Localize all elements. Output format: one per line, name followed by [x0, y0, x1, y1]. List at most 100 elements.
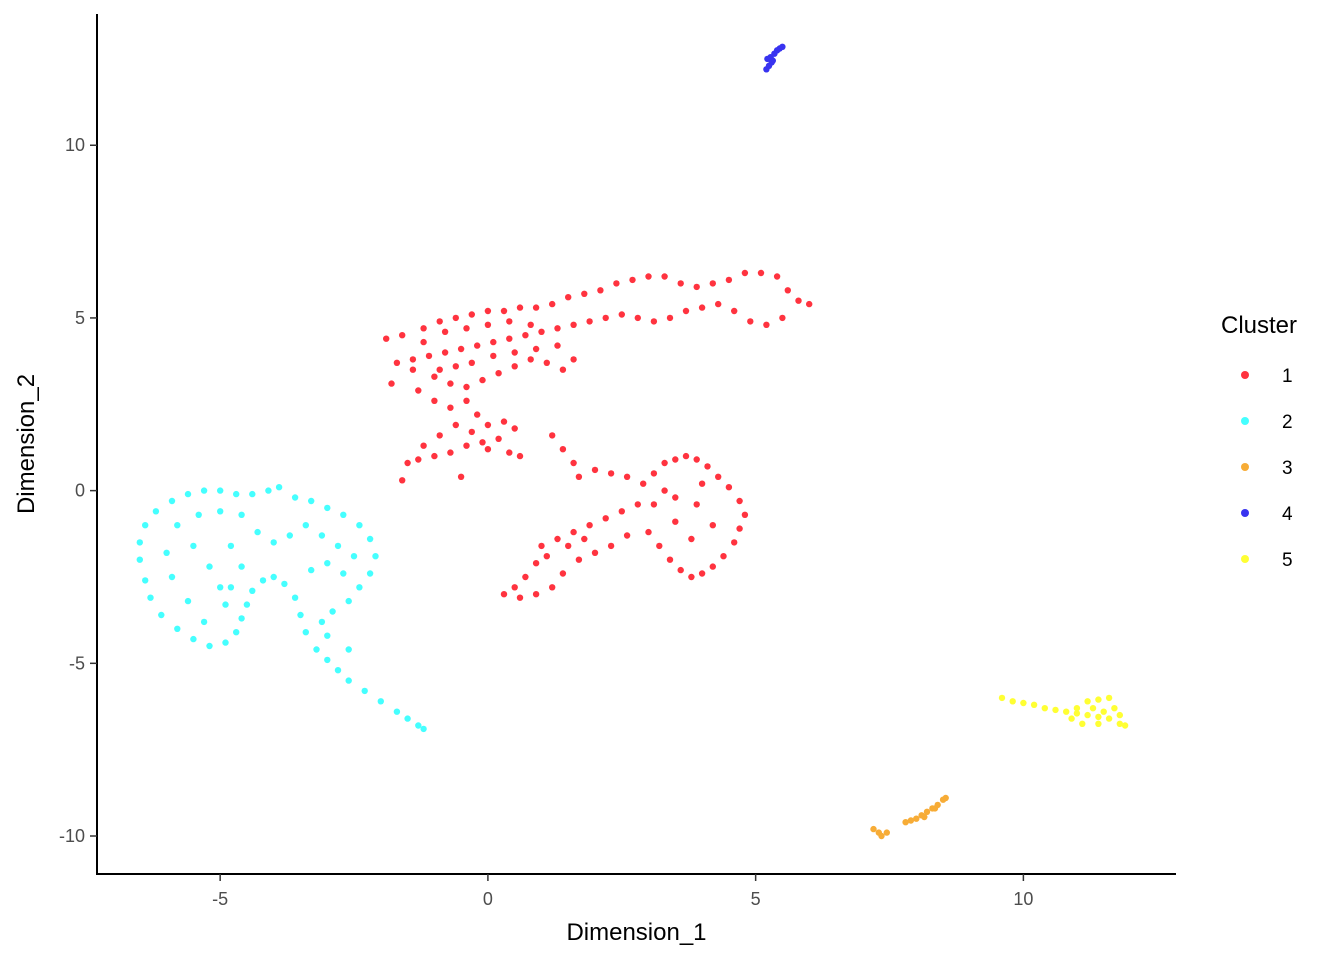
data-point: [463, 383, 470, 391]
data-point: [661, 487, 668, 494]
data-point: [693, 283, 700, 291]
data-point: [506, 449, 513, 456]
data-point: [479, 376, 486, 384]
data-point: [998, 694, 1006, 702]
data-point: [1100, 708, 1107, 715]
data-point: [372, 553, 379, 560]
data-point: [763, 321, 770, 328]
data-point: [227, 584, 235, 591]
data-point: [1073, 710, 1081, 717]
data-point: [779, 314, 786, 322]
data-point: [731, 307, 738, 315]
data-point: [527, 356, 534, 363]
data-point: [1095, 713, 1102, 721]
data-point: [393, 708, 401, 715]
data-point: [795, 297, 802, 304]
data-point: [1089, 705, 1097, 712]
data-point: [1105, 715, 1113, 722]
data-point: [1009, 698, 1016, 705]
data-point: [693, 501, 700, 508]
data-point: [217, 487, 224, 494]
data-point: [495, 370, 502, 377]
data-point: [484, 321, 492, 328]
data-point: [715, 300, 722, 308]
data-point: [613, 280, 620, 287]
data-point: [238, 511, 245, 518]
data-point: [324, 632, 331, 639]
data-point: [506, 335, 513, 342]
data-point: [136, 556, 143, 563]
data-point: [549, 432, 556, 439]
data-point: [741, 511, 749, 518]
data-point: [570, 321, 577, 328]
data-point: [921, 813, 928, 821]
data-point: [168, 573, 176, 581]
data-point: [543, 553, 550, 560]
data-point: [682, 452, 690, 460]
data-point: [163, 549, 170, 556]
data-point: [532, 304, 540, 311]
data-point: [554, 325, 561, 332]
data-point: [318, 532, 326, 539]
data-point: [452, 363, 459, 370]
data-point: [388, 380, 395, 387]
data-point: [878, 832, 885, 840]
data-point: [688, 535, 695, 543]
data-point: [334, 542, 342, 550]
data-point: [650, 318, 658, 325]
data-point: [1041, 705, 1049, 712]
data-point: [907, 817, 915, 824]
data-point: [586, 522, 593, 529]
x-tick-label: 10: [1013, 889, 1033, 909]
data-point: [570, 528, 577, 536]
data-point: [666, 556, 674, 563]
data-point: [725, 484, 733, 491]
data-point: [281, 580, 288, 588]
data-point: [602, 314, 609, 322]
data-point: [484, 446, 492, 453]
data-point: [757, 269, 765, 277]
x-axis-ticks: -5 0 5 10: [212, 874, 1033, 909]
data-point: [265, 487, 272, 494]
data-point: [463, 442, 470, 449]
data-point: [308, 497, 315, 505]
data-point: [206, 563, 213, 570]
data-point: [511, 349, 518, 356]
data-point: [500, 418, 508, 425]
data-point: [1079, 720, 1086, 727]
data-point: [318, 618, 326, 626]
data-point: [591, 466, 599, 474]
legend-item-1: 1: [1241, 366, 1293, 387]
data-point: [704, 463, 711, 470]
data-point: [661, 273, 668, 280]
data-point: [806, 300, 813, 308]
data-point: [747, 318, 754, 325]
legend-key: [1241, 417, 1249, 425]
data-point: [468, 311, 475, 318]
data-point: [479, 439, 486, 446]
data-point: [682, 307, 690, 315]
data-point: [883, 829, 890, 836]
data-point: [725, 276, 733, 284]
data-point: [217, 584, 224, 591]
data-point: [570, 356, 577, 363]
data-point: [345, 646, 352, 653]
data-point: [291, 494, 299, 501]
data-point: [474, 342, 481, 349]
data-point: [233, 490, 240, 498]
legend-item-4: 4: [1241, 504, 1293, 525]
data-point: [618, 508, 625, 515]
data-point: [1111, 705, 1118, 712]
data-point: [441, 328, 449, 335]
data-point: [415, 456, 422, 463]
data-point: [441, 349, 449, 356]
data-point: [222, 639, 229, 646]
data-point: [345, 597, 352, 605]
data-point: [575, 473, 583, 480]
data-point: [447, 404, 454, 411]
data-point: [184, 490, 192, 498]
data-point: [142, 577, 149, 584]
data-point: [463, 397, 470, 404]
data-point: [672, 518, 679, 525]
data-point: [1052, 706, 1059, 714]
